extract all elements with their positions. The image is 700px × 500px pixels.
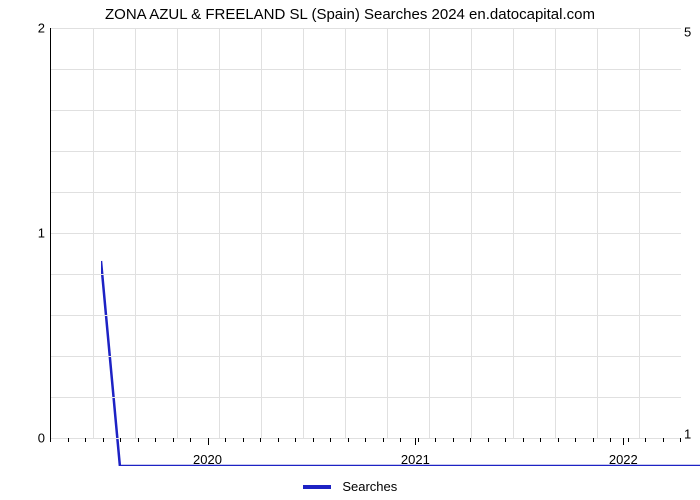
gridline-v — [135, 28, 136, 438]
x-minor-tick — [103, 438, 104, 442]
x-minor-tick — [680, 438, 681, 442]
x-minor-tick — [628, 438, 629, 442]
x-minor-tick — [85, 438, 86, 442]
x-minor-tick — [173, 438, 174, 442]
gridline-v — [597, 28, 598, 438]
x-tick-label: 2022 — [609, 452, 638, 467]
x-minor-tick — [50, 438, 51, 442]
gridline-v — [177, 28, 178, 438]
x-major-tick — [415, 438, 416, 445]
gridline-h — [51, 438, 681, 439]
x-minor-tick — [558, 438, 559, 442]
gridline-v — [387, 28, 388, 438]
x-minor-tick — [190, 438, 191, 442]
y-tick-label: 1 — [30, 226, 45, 241]
x-minor-tick — [138, 438, 139, 442]
x-minor-tick — [523, 438, 524, 442]
gridline-h — [51, 28, 681, 29]
chart-title: ZONA AZUL & FREELAND SL (Spain) Searches… — [0, 6, 700, 23]
gridline-h — [51, 356, 681, 357]
x-minor-tick — [365, 438, 366, 442]
legend-label: Searches — [342, 479, 397, 494]
x-minor-tick — [645, 438, 646, 442]
x-minor-tick — [208, 438, 209, 442]
gridline-v — [555, 28, 556, 438]
x-minor-tick — [278, 438, 279, 442]
x-minor-tick — [418, 438, 419, 442]
gridline-v — [513, 28, 514, 438]
gridline-v — [93, 28, 94, 438]
x-minor-tick — [453, 438, 454, 442]
x-minor-tick — [383, 438, 384, 442]
x-minor-tick — [663, 438, 664, 442]
gridline-v — [639, 28, 640, 438]
x-minor-tick — [330, 438, 331, 442]
x-minor-tick — [295, 438, 296, 442]
plot-area — [50, 28, 681, 439]
gridline-h — [51, 69, 681, 70]
x-tick-label: 2021 — [401, 452, 430, 467]
y-tick-label: 0 — [30, 431, 45, 446]
y2-tick-label: 1 — [684, 426, 691, 441]
x-minor-tick — [155, 438, 156, 442]
x-minor-tick — [400, 438, 401, 442]
x-minor-tick — [488, 438, 489, 442]
gridline-v — [429, 28, 430, 438]
x-minor-tick — [540, 438, 541, 442]
series-line — [101, 56, 700, 466]
x-minor-tick — [575, 438, 576, 442]
x-minor-tick — [470, 438, 471, 442]
x-minor-tick — [610, 438, 611, 442]
gridline-v — [303, 28, 304, 438]
x-minor-tick — [225, 438, 226, 442]
legend: Searches — [0, 478, 700, 494]
x-minor-tick — [348, 438, 349, 442]
x-minor-tick — [120, 438, 121, 442]
legend-swatch — [303, 485, 331, 489]
gridline-h — [51, 315, 681, 316]
gridline-h — [51, 274, 681, 275]
gridline-v — [471, 28, 472, 438]
gridline-h — [51, 397, 681, 398]
line-chart: ZONA AZUL & FREELAND SL (Spain) Searches… — [0, 0, 700, 500]
y2-tick-label: 5 — [684, 25, 691, 40]
x-minor-tick — [313, 438, 314, 442]
x-minor-tick — [593, 438, 594, 442]
gridline-h — [51, 192, 681, 193]
x-tick-label: 2020 — [193, 452, 222, 467]
gridline-v — [219, 28, 220, 438]
x-minor-tick — [505, 438, 506, 442]
y-tick-label: 2 — [30, 21, 45, 36]
x-minor-tick — [243, 438, 244, 442]
x-minor-tick — [68, 438, 69, 442]
x-major-tick — [623, 438, 624, 445]
x-minor-tick — [435, 438, 436, 442]
x-minor-tick — [260, 438, 261, 442]
gridline-v — [261, 28, 262, 438]
gridline-h — [51, 233, 681, 234]
gridline-v — [345, 28, 346, 438]
gridline-h — [51, 110, 681, 111]
gridline-h — [51, 151, 681, 152]
